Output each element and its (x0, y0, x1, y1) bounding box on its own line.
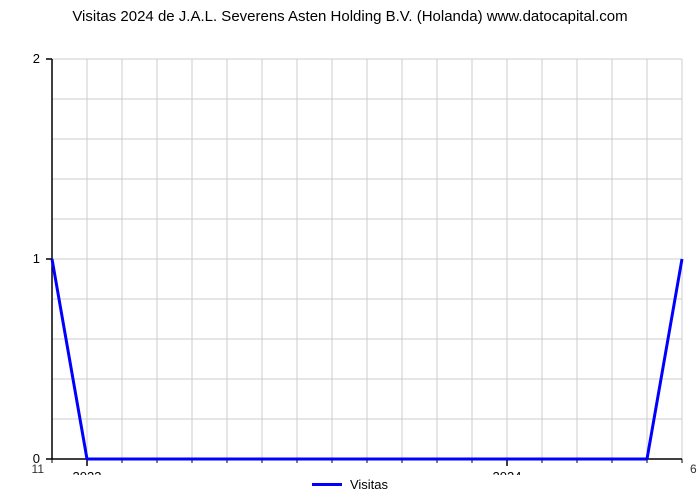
line-chart: Visitas 2024 de J.A.L. Severens Asten Ho… (0, 0, 700, 500)
svg-text:2: 2 (33, 51, 40, 66)
legend-swatch (312, 483, 342, 486)
svg-text:11: 11 (32, 462, 45, 475)
chart-plot: 01220232024116 (0, 25, 700, 475)
chart-legend: Visitas (312, 477, 388, 492)
svg-text:1: 1 (33, 251, 40, 266)
legend-label: Visitas (350, 477, 388, 492)
svg-text:2024: 2024 (493, 469, 522, 475)
svg-text:2023: 2023 (73, 469, 102, 475)
chart-title: Visitas 2024 de J.A.L. Severens Asten Ho… (0, 0, 700, 25)
svg-text:6: 6 (690, 462, 697, 475)
